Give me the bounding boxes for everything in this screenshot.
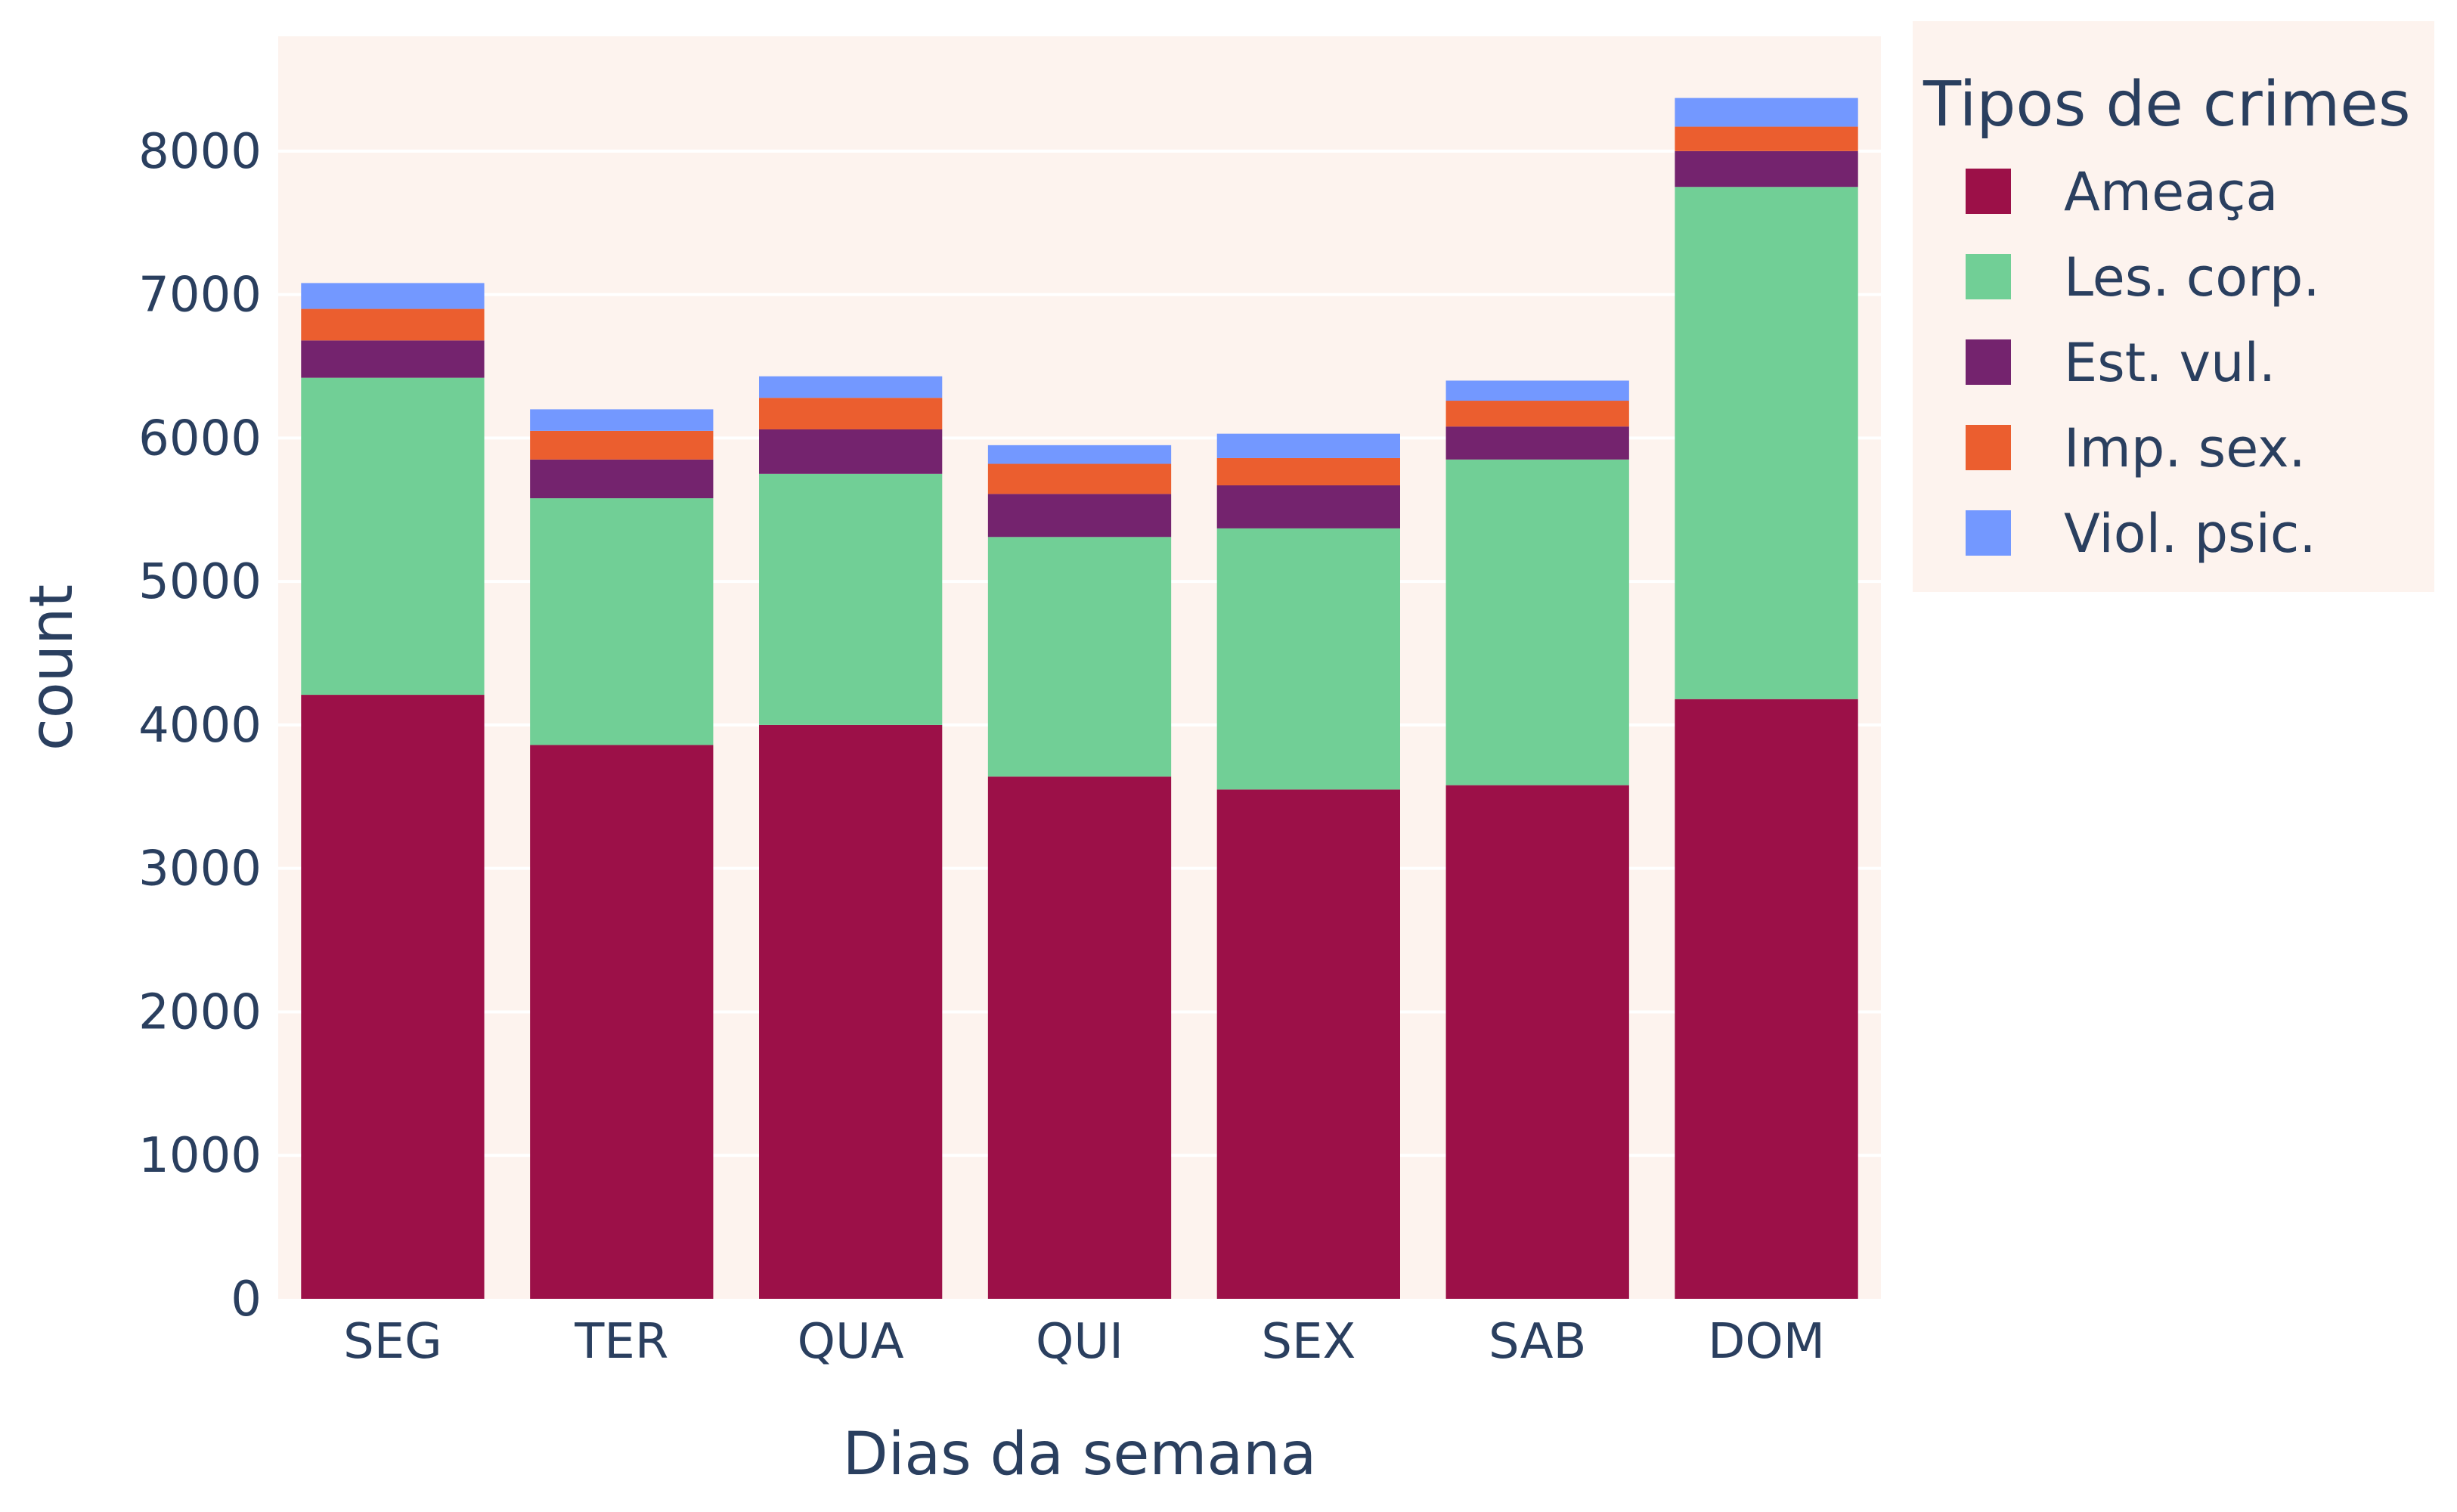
legend-swatch: [1966, 425, 2011, 470]
bar-segment: [301, 308, 485, 341]
y-tick-label: 1000: [138, 1128, 262, 1184]
bar-segment: [1216, 485, 1400, 528]
x-tick-label: SAB: [1489, 1314, 1587, 1370]
y-tick-label: 2000: [138, 984, 262, 1040]
bar-segment: [301, 377, 485, 696]
bar-segment: [1675, 150, 1858, 187]
bar-segment: [1445, 380, 1629, 401]
bar-segment: [987, 463, 1172, 494]
x-tick-label: SEG: [343, 1314, 442, 1370]
y-axis-tick-labels: 0 1000 2000 3000 4000 5000 6000 7000 8000: [138, 124, 262, 1328]
bar-segment: [987, 445, 1172, 464]
bar-segment: [301, 695, 485, 1299]
x-tick-label: SEX: [1261, 1314, 1356, 1370]
x-tick-label: TER: [574, 1314, 668, 1370]
legend-label: Imp. sex.: [2064, 417, 2306, 479]
y-tick-label: 7000: [138, 268, 262, 324]
bar-segment: [1216, 528, 1400, 790]
legend-label: Les. corp.: [2064, 246, 2320, 308]
legend-label: Est. vul.: [2064, 332, 2276, 394]
legend-label: Viol. psic.: [2064, 503, 2316, 565]
bar-segment: [530, 498, 714, 745]
bar-segment: [1216, 457, 1400, 485]
bar-segment: [759, 473, 943, 725]
bar-segment: [1216, 433, 1400, 458]
x-tick-label: QUI: [1036, 1314, 1123, 1370]
legend-swatch: [1966, 339, 2011, 385]
x-tick-label: DOM: [1708, 1314, 1825, 1370]
bar-segment: [530, 430, 714, 460]
bar-segment: [987, 537, 1172, 777]
y-tick-label: 8000: [138, 124, 262, 180]
legend: Tipos de crimes Ameaça Les. corp. Est. vul…: [1913, 21, 2434, 592]
x-tick-label: QUA: [798, 1314, 904, 1370]
bar-segment: [1675, 187, 1858, 699]
bar-segment: [530, 745, 714, 1299]
bar-segment: [1216, 789, 1400, 1299]
bar-segment: [759, 398, 943, 429]
bar-segment: [987, 776, 1172, 1299]
y-tick-label: 5000: [138, 554, 262, 610]
bar-segment: [759, 376, 943, 398]
y-axis-title: count: [18, 584, 86, 751]
bar-segment: [1675, 98, 1858, 127]
bar-segment: [759, 429, 943, 474]
bar-segment: [1445, 459, 1629, 785]
bar-segment: [987, 494, 1172, 538]
y-tick-label: 0: [231, 1272, 262, 1328]
bar-segment: [1445, 785, 1629, 1299]
bar-segment: [530, 459, 714, 499]
legend-background: [1913, 21, 2434, 592]
legend-items: Ameaça Les. corp. Est. vul. Imp. sex. Viol. …: [1966, 161, 2320, 565]
legend-label: Ameaça: [2064, 161, 2278, 223]
bar-segment: [759, 724, 943, 1299]
bars-group: [301, 98, 1858, 1299]
x-axis-title: Dias da semana: [843, 1421, 1317, 1489]
legend-swatch: [1966, 169, 2011, 214]
bar-segment: [1445, 401, 1629, 427]
legend-swatch: [1966, 254, 2011, 299]
bar-segment: [530, 409, 714, 431]
legend-title: Tipos de crimes: [1923, 69, 2411, 141]
bar-segment: [1445, 426, 1629, 460]
bar-segment: [301, 340, 485, 378]
y-tick-label: 6000: [138, 411, 262, 466]
bar-segment: [1675, 126, 1858, 151]
legend-swatch: [1966, 510, 2011, 556]
bar-segment: [1675, 699, 1858, 1299]
x-axis-tick-labels: SEG TER QUA QUI SEX SAB DOM: [343, 1314, 1825, 1370]
bar-segment: [301, 283, 485, 309]
y-tick-label: 4000: [138, 698, 262, 754]
y-tick-label: 3000: [138, 841, 262, 897]
